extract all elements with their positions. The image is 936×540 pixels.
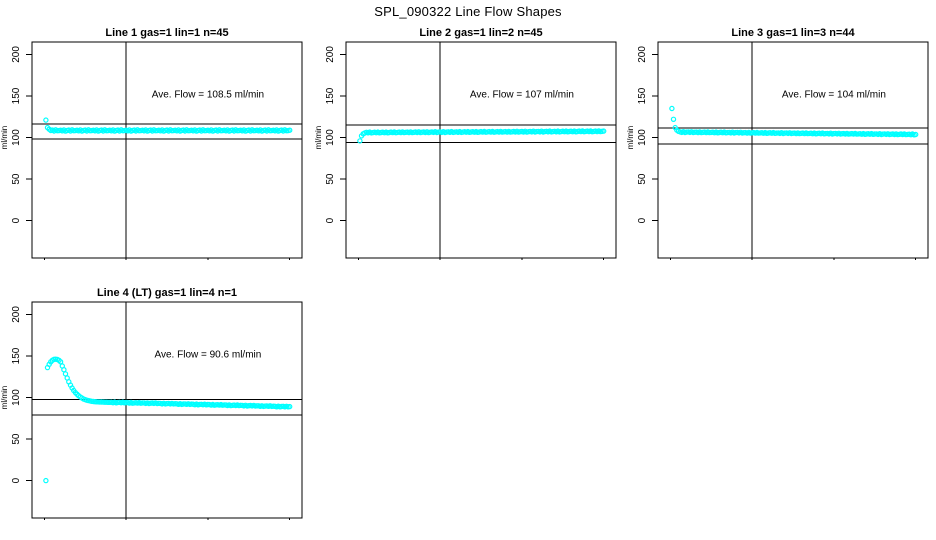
y-axis-label: ml/min (0, 386, 9, 410)
y-tick-label: 100 (637, 129, 648, 146)
subplot-title: Line 3 gas=1 lin=3 n=44 (731, 27, 855, 39)
data-points (669, 105, 919, 138)
y-tick-label: 50 (11, 433, 22, 445)
data-point (669, 105, 675, 112)
subplot-title: Line 1 gas=1 lin=1 n=45 (105, 27, 228, 39)
subplot-line-4: Line 4 (LT) gas=1 lin=4 n=10501001500501… (0, 287, 303, 520)
y-tick-label: 100 (11, 129, 22, 146)
data-point (357, 138, 363, 144)
y-axis-label: ml/min (314, 126, 323, 150)
y-tick-label: 0 (325, 217, 336, 223)
average-flow-annotation: Ave. Flow = 104 ml/min (782, 89, 886, 100)
data-point (287, 403, 293, 410)
y-axis-label: ml/min (0, 126, 9, 150)
y-tick-label: 200 (325, 46, 336, 63)
data-points (357, 128, 607, 144)
subplot-title: Line 4 (LT) gas=1 lin=4 n=1 (97, 287, 237, 299)
y-tick-label: 50 (11, 173, 22, 185)
y-tick-label: 150 (325, 87, 336, 104)
average-flow-annotation: Ave. Flow = 108.5 ml/min (152, 89, 264, 100)
plot-box (31, 301, 303, 519)
plot-box (31, 41, 303, 259)
plot-box (657, 41, 929, 259)
y-axis-label: ml/min (626, 126, 635, 150)
y-tick-label: 100 (11, 389, 22, 406)
y-tick-label: 0 (11, 217, 22, 223)
data-points (43, 356, 293, 484)
average-flow-annotation: Ave. Flow = 107 ml/min (470, 89, 574, 100)
data-point (601, 128, 607, 134)
y-tick-label: 150 (11, 87, 22, 104)
y-tick-label: 100 (325, 129, 336, 146)
data-point (670, 116, 677, 123)
subplot-title: Line 2 gas=1 lin=2 n=45 (419, 27, 542, 39)
y-tick-label: 150 (11, 347, 22, 364)
subplot-line-1: Line 1 gas=1 lin=1 n=4505010015005010015… (0, 27, 303, 260)
y-tick-label: 0 (637, 217, 648, 223)
y-tick-label: 0 (11, 477, 22, 483)
data-point (61, 366, 67, 373)
data-points (43, 117, 293, 134)
y-tick-label: 200 (637, 46, 648, 63)
plot-box (345, 41, 617, 259)
y-tick-label: 200 (11, 306, 22, 323)
subplot-line-2: Line 2 gas=1 lin=2 n=4505010015005010015… (314, 27, 617, 260)
data-point (102, 399, 108, 405)
data-point (913, 131, 919, 138)
average-flow-annotation: Ave. Flow = 90.6 ml/min (155, 349, 262, 360)
data-point (57, 359, 64, 365)
data-point (287, 127, 293, 133)
y-tick-label: 50 (637, 173, 648, 185)
y-tick-label: 150 (637, 87, 648, 104)
y-tick-label: 200 (11, 46, 22, 63)
figure-title: SPL_090322 Line Flow Shapes (374, 4, 562, 19)
data-point (43, 117, 49, 123)
y-tick-label: 50 (325, 173, 336, 185)
subplot-line-3: Line 3 gas=1 lin=3 n=4405010015005010015… (626, 27, 929, 260)
data-point (43, 477, 49, 484)
